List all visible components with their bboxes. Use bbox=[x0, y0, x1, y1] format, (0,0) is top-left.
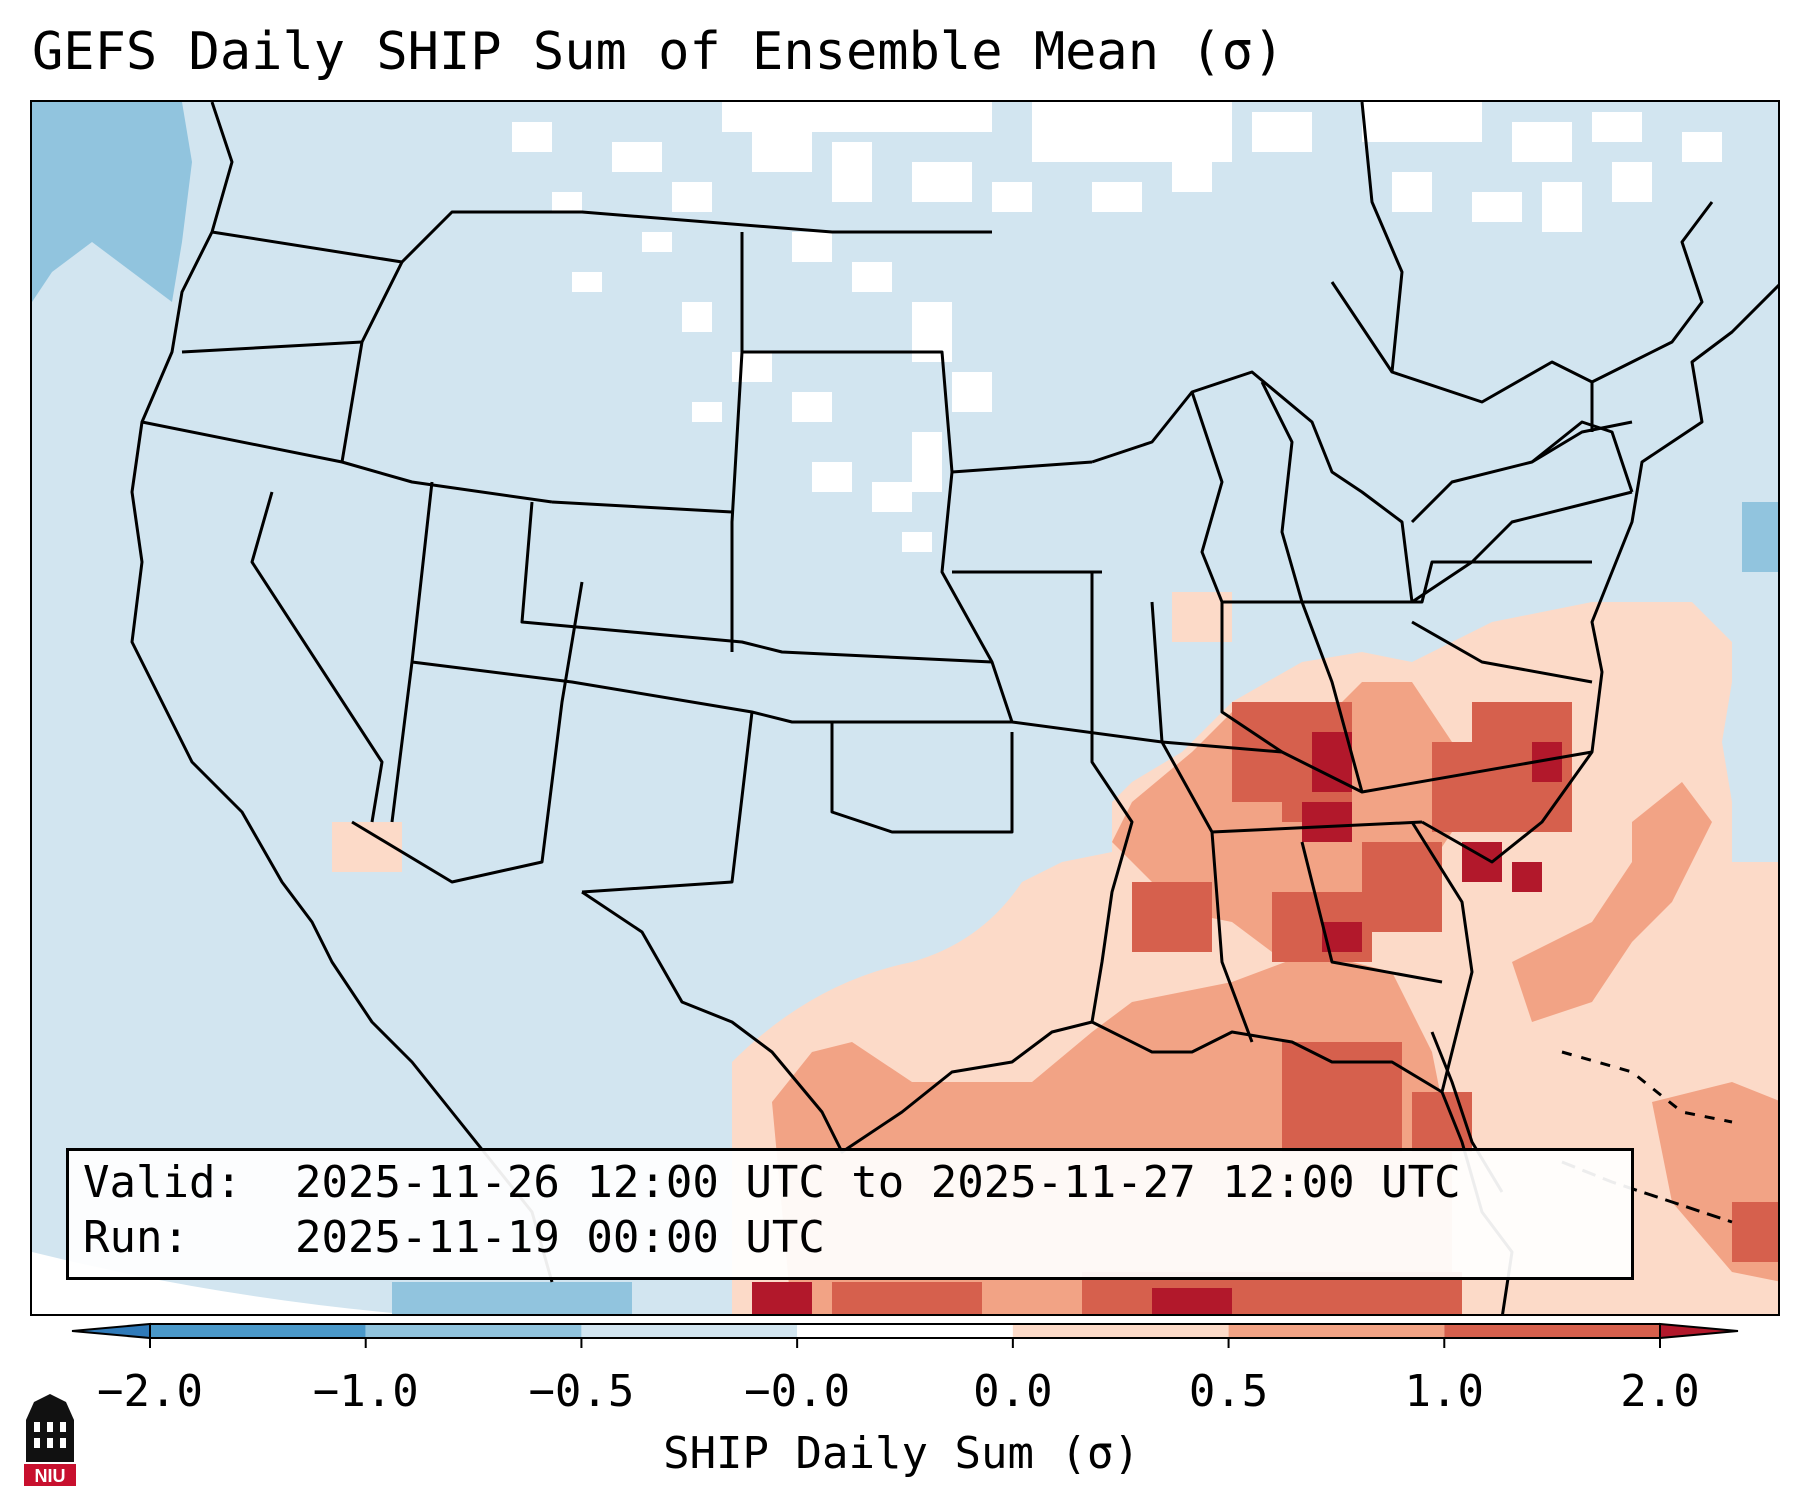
colorbar-segment bbox=[1012, 1324, 1229, 1338]
colorbar-tick-label: −0.5 bbox=[528, 1366, 635, 1417]
colorbar-tick-label: −0.0 bbox=[744, 1366, 851, 1417]
colorbar-segment bbox=[581, 1324, 798, 1338]
colorbar-segment bbox=[365, 1324, 582, 1338]
valid-value: 2025-11-26 12:00 UTC to 2025-11-27 12:00… bbox=[295, 1157, 1461, 1208]
valid-key: Valid: bbox=[83, 1157, 242, 1208]
colorbar bbox=[71, 1322, 1739, 1348]
valid-run-info-box: Valid: 2025-11-26 12:00 UTC to 2025-11-27… bbox=[66, 1148, 1634, 1280]
near-zero-regions bbox=[32, 102, 1778, 1314]
colorbar-extend-low bbox=[71, 1322, 151, 1340]
canada-border bbox=[211, 210, 992, 264]
colorbar-segment bbox=[1444, 1324, 1660, 1338]
run-line: Run: 2025-11-19 00:00 UTC bbox=[83, 1210, 1617, 1265]
colorbar-tick-label: 1.0 bbox=[1404, 1366, 1485, 1417]
state-borders bbox=[130, 102, 1778, 1314]
run-key: Run: bbox=[83, 1212, 189, 1263]
map-panel bbox=[30, 100, 1780, 1316]
negative-anomaly-regions bbox=[32, 102, 1778, 1314]
colorbar-segment bbox=[150, 1324, 366, 1338]
map-svg bbox=[32, 102, 1778, 1314]
st-lawrence bbox=[1330, 281, 1593, 404]
colorbar-tick-label: 2.0 bbox=[1620, 1366, 1700, 1417]
colorbar-segment bbox=[797, 1324, 1013, 1338]
colorbar-tick-label: 0.5 bbox=[1188, 1366, 1269, 1417]
niu-logo-icon: NIU bbox=[24, 1394, 76, 1486]
logo-text: NIU bbox=[35, 1466, 66, 1486]
colorbar-tick-label: −2.0 bbox=[97, 1366, 203, 1417]
colorbar-tick-label: 0.0 bbox=[973, 1366, 1053, 1417]
colorbar-extend-high bbox=[1659, 1322, 1739, 1340]
colorbar-tick-marks bbox=[149, 1338, 1661, 1348]
colorbar-segments bbox=[71, 1322, 1739, 1340]
valid-line: Valid: 2025-11-26 12:00 UTC to 2025-11-27… bbox=[83, 1155, 1617, 1210]
positive-anomaly-regions bbox=[332, 592, 1778, 1314]
colorbar-label: SHIP Daily Sum (σ) bbox=[663, 1428, 1140, 1479]
west-coastline bbox=[130, 102, 554, 1283]
chart-title: GEFS Daily SHIP Sum of Ensemble Mean (σ) bbox=[32, 22, 1285, 82]
colorbar-tick-label: −1.0 bbox=[312, 1366, 419, 1417]
colorbar-outline bbox=[149, 1323, 1661, 1339]
run-value: 2025-11-19 00:00 UTC bbox=[295, 1212, 825, 1263]
colorbar-segment bbox=[1228, 1324, 1445, 1338]
great-lakes bbox=[1091, 370, 1414, 603]
east-coastline bbox=[1421, 283, 1778, 864]
